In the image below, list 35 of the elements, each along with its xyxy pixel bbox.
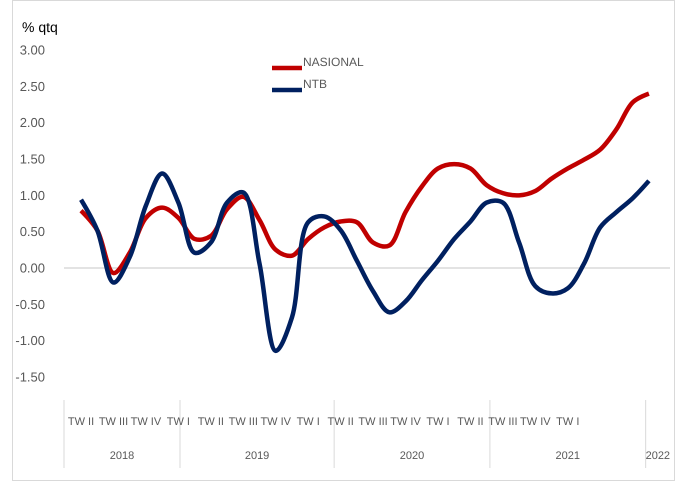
x-tick-label: TW I — [426, 416, 450, 428]
y-tick-label: 2.00 — [20, 115, 45, 130]
text: 2021 — [556, 450, 580, 462]
text: 2022 — [646, 450, 670, 462]
x-tick-label: TW I — [166, 416, 190, 428]
y-tick-label: 1.00 — [20, 188, 45, 203]
y-axis-title: % qtq — [22, 19, 58, 35]
y-tick-label: -0.50 — [15, 296, 45, 312]
y-tick-label: 0.00 — [20, 260, 45, 276]
x-tick-label: TW III — [228, 416, 258, 428]
x-tick-label: TW II — [457, 416, 484, 428]
x-tick-label: TW III — [358, 416, 388, 428]
x-tick-label: TW IV — [390, 416, 422, 428]
text: 2018 — [110, 450, 134, 462]
x-tick-label: TW II — [68, 416, 94, 428]
y-tick-label: -1.50 — [15, 370, 45, 385]
y-tick-label: 1.50 — [20, 152, 45, 167]
y-tick-label: 3.00 — [20, 42, 45, 58]
y-tick-label: 2.50 — [20, 78, 45, 94]
line-series — [78, 171, 652, 354]
x-tick-label: TW IV — [260, 416, 292, 428]
x-tick-label: TW II — [198, 416, 224, 428]
legend-label: NASIONAL — [303, 55, 364, 69]
legend-label: NTB — [303, 77, 327, 91]
x-tick-label: TW I — [556, 416, 580, 428]
text: 2020 — [400, 450, 424, 462]
y-tick-label: 0.50 — [20, 224, 45, 240]
x-tick-label: TW III — [98, 416, 128, 428]
x-tick-label: TW III — [488, 416, 518, 428]
text: 2019 — [244, 450, 270, 462]
x-tick-label: TW IV — [520, 416, 552, 428]
x-tick-label: TW IV — [130, 416, 162, 428]
y-tick-label: -1.00 — [15, 333, 45, 348]
x-tick-label: TW I — [296, 416, 320, 428]
x-tick-label: TW II — [327, 416, 354, 428]
